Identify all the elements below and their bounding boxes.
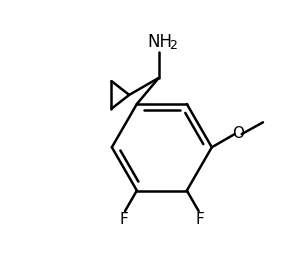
Text: F: F <box>119 212 128 227</box>
Text: O: O <box>232 126 244 141</box>
Text: F: F <box>196 212 204 227</box>
Text: NH: NH <box>147 33 172 50</box>
Text: 2: 2 <box>169 39 177 52</box>
